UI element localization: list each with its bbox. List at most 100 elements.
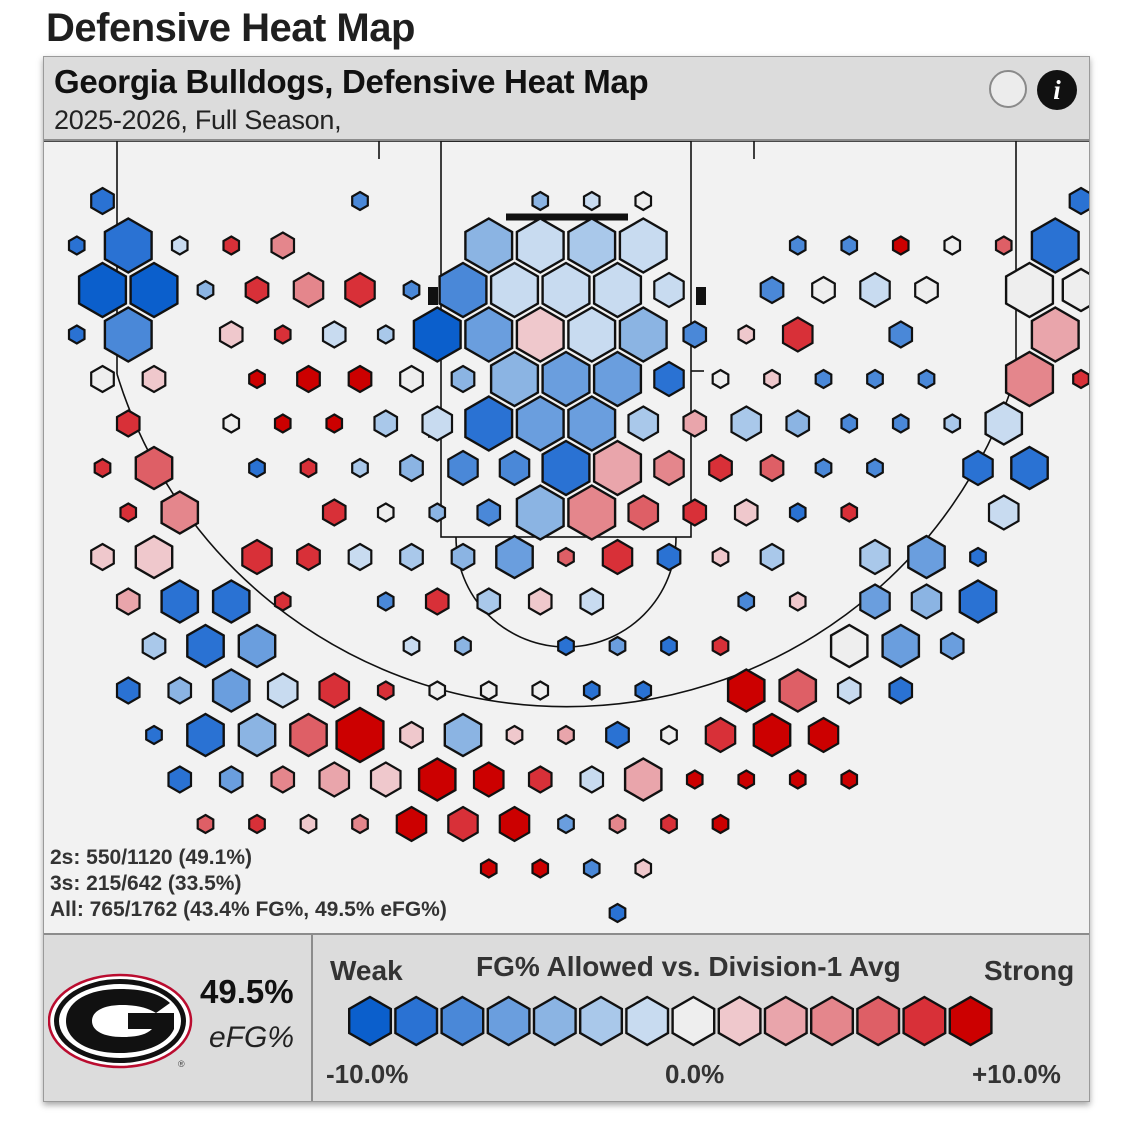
hex-cell xyxy=(129,261,179,319)
hex-cell xyxy=(505,724,524,746)
hex-cell xyxy=(417,757,457,802)
hex-cell xyxy=(402,635,421,657)
hex-cell xyxy=(726,668,766,713)
hex-cell xyxy=(888,676,914,705)
hex-cell xyxy=(373,409,399,438)
hex-cell xyxy=(515,306,565,363)
hex-cell xyxy=(211,668,251,713)
hex-cell xyxy=(627,494,660,531)
hex-cell xyxy=(196,279,215,301)
hex-cell xyxy=(788,502,807,523)
hex-cell xyxy=(579,587,605,616)
hex-cell xyxy=(907,534,946,580)
hex-cell xyxy=(531,858,550,879)
hex-cell xyxy=(266,672,299,709)
toggle-button[interactable] xyxy=(989,70,1027,108)
hex-cell xyxy=(428,680,447,701)
hex-cell xyxy=(167,765,193,794)
efg-label: eFG% xyxy=(209,1021,295,1054)
hex-cell xyxy=(994,235,1013,256)
hex-cell xyxy=(237,712,277,758)
hex-cell xyxy=(218,765,244,794)
hex-cell xyxy=(464,217,514,274)
hex-cell xyxy=(450,542,476,572)
hex-cell xyxy=(289,712,328,758)
hex-cell xyxy=(541,350,591,408)
shooting-stats: 2s: 550/1120 (49.1%) 3s: 215/642 (33.5%)… xyxy=(50,845,447,923)
stats-twos: 2s: 550/1120 (49.1%) xyxy=(50,846,252,869)
hex-cell xyxy=(1061,267,1089,313)
hex-cell xyxy=(376,324,395,345)
svg-text:®: ® xyxy=(178,1059,185,1069)
hex-cell xyxy=(296,364,321,394)
hex-cell xyxy=(660,813,678,835)
court-lines xyxy=(44,141,1089,708)
hex-cell xyxy=(186,623,225,669)
hex-cell xyxy=(634,858,653,879)
legend-hex xyxy=(810,995,854,1047)
hex-cell xyxy=(464,395,514,452)
team-logo-icon: ® xyxy=(48,973,193,1069)
hex-cell xyxy=(424,587,450,616)
hex-cell xyxy=(222,413,241,434)
hex-cell xyxy=(567,395,617,452)
hex-cell xyxy=(141,631,167,661)
hex-cell xyxy=(557,813,575,835)
hex-cell xyxy=(891,413,910,434)
hex-cell xyxy=(1030,217,1080,274)
hex-cell xyxy=(498,805,531,843)
hex-cell xyxy=(399,720,424,750)
hex-cell xyxy=(479,680,498,701)
hex-cell xyxy=(711,635,730,657)
hex-cell xyxy=(840,769,859,790)
hex-cell xyxy=(608,902,627,924)
court-heat-map xyxy=(44,141,1089,924)
hex-cell xyxy=(759,453,785,483)
hex-cell xyxy=(141,364,167,394)
footer: ® 49.5% eFG% Weak FG% Allowed vs. Divisi… xyxy=(44,933,1089,1101)
hex-cell xyxy=(399,542,424,572)
hex-cell xyxy=(335,706,385,764)
hex-cell xyxy=(962,449,994,487)
hex-cell xyxy=(557,546,575,568)
hex-cell xyxy=(531,680,550,701)
hex-cells xyxy=(67,186,1089,924)
hex-cell xyxy=(987,494,1020,531)
hex-cell xyxy=(618,306,668,363)
hex-cell xyxy=(472,761,505,798)
hex-cell xyxy=(476,587,502,616)
hex-cell xyxy=(399,453,424,483)
hex-cell xyxy=(527,765,553,794)
hex-cell xyxy=(579,765,605,794)
hex-cell xyxy=(218,320,244,349)
hex-cell xyxy=(840,502,859,523)
hex-cell xyxy=(685,769,704,790)
hex-cell xyxy=(840,235,859,256)
hex-cell xyxy=(170,235,189,256)
info-icon[interactable]: i xyxy=(1037,70,1077,110)
hex-cell xyxy=(737,769,756,790)
hex-cell xyxy=(318,672,351,709)
hex-cell xyxy=(634,680,653,701)
hex-cell xyxy=(351,190,369,212)
hex-cell xyxy=(498,449,531,487)
stats-threes: 3s: 215/642 (33.5%) xyxy=(50,872,242,895)
hex-cell xyxy=(752,712,792,758)
hex-cell xyxy=(167,676,193,705)
legend-min-label: -10.0% xyxy=(326,1059,409,1089)
legend-hex xyxy=(532,995,577,1047)
hex-cell xyxy=(222,235,241,256)
hex-cell xyxy=(438,261,488,319)
hex-cell xyxy=(829,623,869,669)
legend-max-label: +10.0% xyxy=(972,1059,1061,1089)
hex-cell xyxy=(115,676,141,705)
chart-subtitle: 2025-2026, Full Season, xyxy=(54,105,342,135)
hex-cell xyxy=(557,724,575,746)
hex-cell xyxy=(145,724,163,746)
hex-cell xyxy=(515,484,565,541)
hex-cell xyxy=(90,364,115,394)
legend-hex xyxy=(902,995,947,1047)
hex-cell xyxy=(299,457,318,479)
hex-cell xyxy=(412,306,462,363)
hex-cell xyxy=(708,453,733,483)
